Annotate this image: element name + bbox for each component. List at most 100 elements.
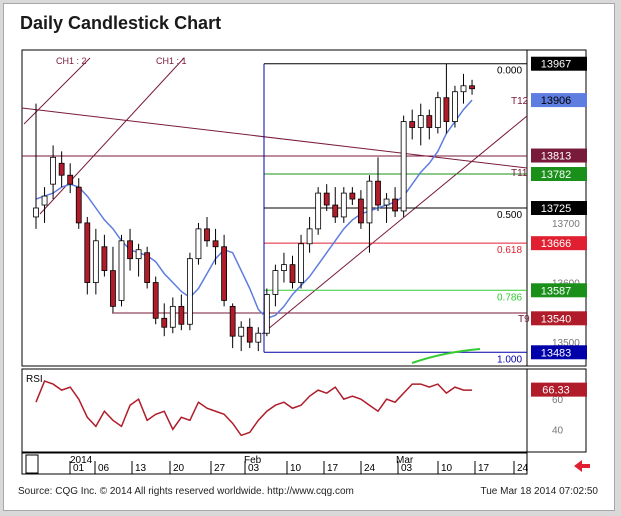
candle <box>366 180 373 224</box>
candle <box>178 305 185 325</box>
price-label-text: 13540 <box>541 313 572 325</box>
candle <box>460 85 467 93</box>
candle <box>186 258 193 325</box>
price-label-box <box>531 201 587 215</box>
candle <box>33 207 39 218</box>
rsi-tick-label: 40 <box>552 425 564 436</box>
scroll-handle[interactable] <box>25 454 39 474</box>
annotation-t11: T11 <box>511 168 528 179</box>
candle <box>144 252 151 283</box>
x-tick-label: 01 <box>73 463 85 474</box>
price-label-text: 13813 <box>541 151 572 163</box>
candle <box>152 282 159 319</box>
x-tick-label: 10 <box>441 463 453 474</box>
candle <box>349 192 356 200</box>
green-indicator-line <box>411 348 481 364</box>
fib-label: 0.618 <box>497 245 522 256</box>
candle <box>212 240 219 248</box>
candle <box>135 249 142 260</box>
candle <box>238 326 245 337</box>
candle <box>195 228 202 260</box>
fib-label: 0.000 <box>497 66 522 77</box>
x-tick-label: 17 <box>478 463 490 474</box>
month-label: Mar <box>396 455 414 466</box>
price-label-box <box>531 148 587 163</box>
candle <box>161 317 168 328</box>
x-tick-label: 06 <box>98 463 110 474</box>
timestamp-text: Tue Mar 18 2014 07:02:50 <box>480 486 599 497</box>
x-axis <box>21 452 528 475</box>
x-tick-label: 24 <box>364 463 376 474</box>
candle <box>409 121 416 128</box>
x-tick-label: 13 <box>135 463 147 474</box>
price-label-box <box>531 167 587 182</box>
candle <box>50 156 56 185</box>
candle <box>84 222 91 283</box>
candle <box>92 240 99 283</box>
x-tick-label: 17 <box>327 463 339 474</box>
candle <box>332 204 339 218</box>
price-label-box <box>531 93 587 108</box>
month-label: 2014 <box>70 455 93 466</box>
candle <box>443 97 450 122</box>
price-label-text: 13906 <box>541 95 572 107</box>
candle <box>452 91 458 122</box>
annotation-t12: T12 <box>511 96 529 107</box>
y-tick-label: 13500 <box>552 338 580 349</box>
price-label-text: 13666 <box>541 238 572 250</box>
candle <box>169 305 176 328</box>
candle <box>289 264 296 283</box>
chart-title: Daily Candlestick Chart <box>20 13 222 33</box>
candle <box>272 270 279 295</box>
candle <box>400 121 407 212</box>
candle <box>110 270 116 307</box>
price-label-text: 13483 <box>541 347 572 359</box>
candle <box>383 198 390 206</box>
trend-line-top <box>21 107 528 169</box>
candle <box>246 326 253 343</box>
candle <box>417 115 424 128</box>
rsi-label: RSI <box>26 374 43 385</box>
x-tick-label: 03 <box>248 463 260 474</box>
candle <box>298 243 304 283</box>
candle <box>434 97 441 128</box>
x-tick-label: 10 <box>290 463 302 474</box>
rsi-value-label: 66.33 <box>542 385 570 397</box>
annotation-ch1-1: CH1 : 1 <box>156 56 187 66</box>
channel-line-ch1-2 <box>23 57 91 125</box>
candle <box>101 246 108 272</box>
rsi-value-box <box>531 382 587 397</box>
annotation-ch1-2: CH1 : 2 <box>56 56 87 66</box>
price-label-text: 13782 <box>541 169 572 181</box>
price-label-box <box>531 56 587 71</box>
candle <box>357 198 364 224</box>
candle <box>281 264 287 272</box>
fib-label: 0.500 <box>497 210 522 221</box>
arrow-left-icon[interactable] <box>574 460 590 472</box>
candle <box>323 192 330 206</box>
x-tick-label: 20 <box>173 463 185 474</box>
candle <box>58 162 65 176</box>
y-tick-label: 13700 <box>552 219 580 230</box>
moving-average-line <box>35 99 473 320</box>
price-label-text: 13725 <box>541 203 572 215</box>
x-tick-label: 03 <box>401 463 413 474</box>
candle <box>306 228 313 245</box>
rsi-line <box>35 380 473 437</box>
candle <box>204 228 210 242</box>
candle <box>75 186 82 224</box>
chart-window: Daily Candlestick Chart 1350013600137000… <box>3 3 615 511</box>
price-label-text: 13587 <box>541 285 572 297</box>
price-label-text: 13967 <box>541 59 572 71</box>
rsi-scale <box>526 368 587 453</box>
month-label: Feb <box>244 455 262 466</box>
fib-label: 1.000 <box>497 354 522 365</box>
candle <box>255 332 262 343</box>
price-label-box <box>531 345 587 360</box>
candlestick-chart: 1350013600137000.0000.5000.6180.7861.000… <box>21 49 590 475</box>
x-tick-label: 27 <box>214 463 226 474</box>
price-label-box <box>531 236 587 251</box>
rsi-panel <box>21 368 528 453</box>
candle <box>221 246 228 301</box>
candle <box>263 294 270 334</box>
